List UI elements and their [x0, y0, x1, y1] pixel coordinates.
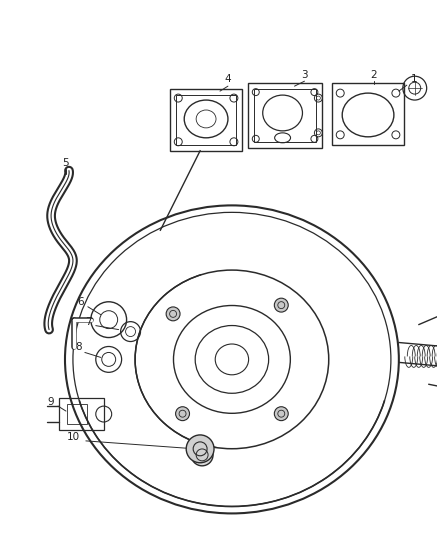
Bar: [59, 398, 104, 430]
Bar: [176, 95, 236, 145]
Text: 6: 6: [78, 297, 84, 307]
Text: 4: 4: [225, 74, 231, 84]
Bar: [254, 89, 316, 142]
Circle shape: [186, 435, 214, 463]
Circle shape: [191, 444, 213, 466]
Text: 8: 8: [76, 343, 82, 352]
Bar: [170, 89, 242, 151]
Bar: [248, 83, 322, 148]
Text: 1: 1: [410, 74, 417, 84]
Circle shape: [166, 307, 180, 321]
Circle shape: [176, 407, 190, 421]
Text: 9: 9: [48, 397, 54, 407]
Text: 7: 7: [85, 317, 92, 327]
Circle shape: [274, 407, 288, 421]
Bar: [332, 83, 404, 145]
Text: 5: 5: [63, 158, 69, 168]
Text: 2: 2: [371, 70, 377, 80]
Bar: [67, 404, 87, 424]
Circle shape: [274, 298, 288, 312]
Text: 10: 10: [67, 432, 79, 442]
Text: 3: 3: [301, 70, 308, 80]
